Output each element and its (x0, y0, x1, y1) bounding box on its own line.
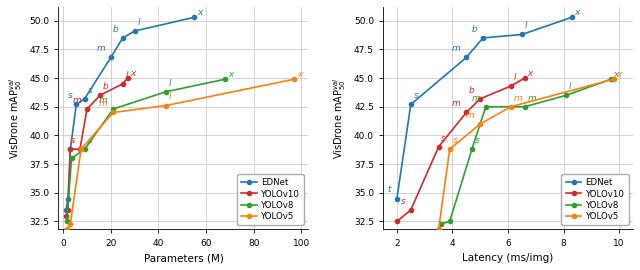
Text: l: l (138, 18, 140, 27)
Text: l: l (513, 73, 516, 82)
Text: s: s (70, 136, 74, 145)
Text: l: l (569, 82, 572, 91)
Text: s: s (413, 91, 419, 100)
Text: l: l (525, 21, 527, 30)
Text: s: s (401, 197, 405, 206)
X-axis label: Parameters (M): Parameters (M) (143, 253, 223, 263)
Text: b: b (472, 25, 477, 34)
Text: l: l (168, 79, 171, 88)
Text: m: m (97, 44, 106, 53)
Text: m: m (73, 96, 81, 105)
Text: s: s (88, 86, 92, 94)
Text: s: s (475, 136, 479, 145)
Text: x: x (616, 70, 622, 79)
Text: s: s (88, 136, 92, 145)
Text: x: x (131, 69, 136, 78)
Text: b: b (469, 86, 475, 94)
Text: m: m (452, 44, 461, 53)
Text: s: s (442, 134, 446, 143)
Text: m: m (466, 111, 475, 120)
Text: x: x (197, 8, 202, 17)
Text: x: x (228, 70, 234, 79)
Text: l: l (125, 71, 128, 80)
Legend: EDNet, YOLOv10, YOLOv8, YOLOv5: EDNet, YOLOv10, YOLOv8, YOLOv5 (561, 174, 628, 225)
Text: m: m (513, 94, 522, 103)
X-axis label: Latency (ms/img): Latency (ms/img) (463, 253, 554, 263)
Y-axis label: VisDrone mAP$^{val}_{50}$: VisDrone mAP$^{val}_{50}$ (7, 77, 24, 159)
Text: s: s (67, 91, 72, 100)
Text: m: m (99, 96, 108, 105)
Text: s: s (452, 136, 457, 145)
Text: b: b (103, 82, 109, 91)
Text: x: x (614, 70, 619, 79)
Text: x: x (527, 69, 533, 78)
Text: x: x (575, 8, 580, 17)
Legend: EDNet, YOLOv10, YOLOv8, YOLOv5: EDNet, YOLOv10, YOLOv8, YOLOv5 (237, 174, 304, 225)
Text: m: m (99, 99, 108, 108)
Text: m: m (527, 94, 536, 103)
Text: l: l (168, 92, 171, 102)
Text: m: m (452, 99, 461, 108)
Text: s: s (71, 136, 76, 145)
Text: b: b (113, 25, 118, 34)
Text: t: t (388, 185, 391, 194)
Text: m: m (472, 94, 480, 103)
Y-axis label: VisDrone mAP$^{val}_{50}$: VisDrone mAP$^{val}_{50}$ (332, 77, 348, 159)
Text: x: x (297, 70, 302, 79)
